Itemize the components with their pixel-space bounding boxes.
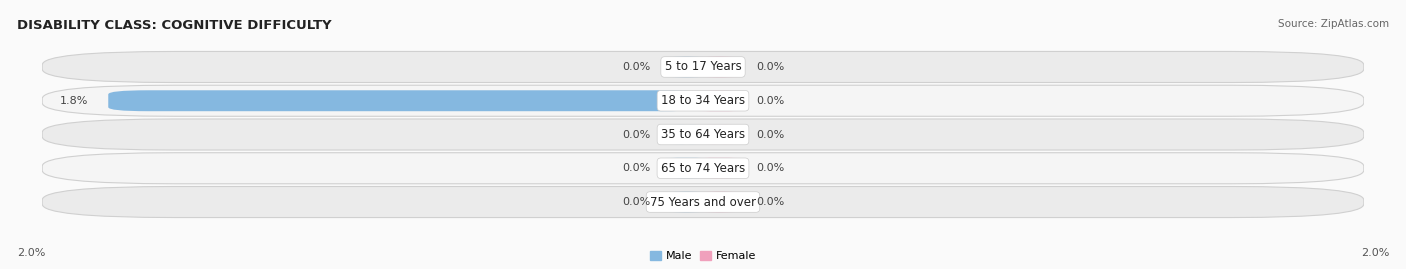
FancyBboxPatch shape xyxy=(42,119,1364,150)
FancyBboxPatch shape xyxy=(696,90,742,111)
FancyBboxPatch shape xyxy=(42,85,1364,116)
FancyBboxPatch shape xyxy=(42,186,1364,218)
FancyBboxPatch shape xyxy=(664,192,710,213)
Text: 0.0%: 0.0% xyxy=(756,163,785,173)
Text: 2.0%: 2.0% xyxy=(17,248,45,258)
Text: 65 to 74 Years: 65 to 74 Years xyxy=(661,162,745,175)
Text: 0.0%: 0.0% xyxy=(756,96,785,106)
Text: Source: ZipAtlas.com: Source: ZipAtlas.com xyxy=(1278,19,1389,29)
Text: 75 Years and over: 75 Years and over xyxy=(650,196,756,208)
Text: 0.0%: 0.0% xyxy=(621,197,650,207)
FancyBboxPatch shape xyxy=(42,153,1364,184)
Text: 0.0%: 0.0% xyxy=(756,197,785,207)
FancyBboxPatch shape xyxy=(108,90,703,111)
FancyBboxPatch shape xyxy=(664,158,710,179)
FancyBboxPatch shape xyxy=(696,124,742,145)
Text: 0.0%: 0.0% xyxy=(756,129,785,140)
Text: 35 to 64 Years: 35 to 64 Years xyxy=(661,128,745,141)
Text: DISABILITY CLASS: COGNITIVE DIFFICULTY: DISABILITY CLASS: COGNITIVE DIFFICULTY xyxy=(17,19,332,32)
Text: 0.0%: 0.0% xyxy=(621,163,650,173)
Text: 2.0%: 2.0% xyxy=(1361,248,1389,258)
Legend: Male, Female: Male, Female xyxy=(648,248,758,263)
FancyBboxPatch shape xyxy=(696,158,742,179)
Text: 18 to 34 Years: 18 to 34 Years xyxy=(661,94,745,107)
FancyBboxPatch shape xyxy=(696,192,742,213)
Text: 0.0%: 0.0% xyxy=(621,129,650,140)
Text: 5 to 17 Years: 5 to 17 Years xyxy=(665,61,741,73)
FancyBboxPatch shape xyxy=(42,51,1364,83)
Text: 0.0%: 0.0% xyxy=(756,62,785,72)
FancyBboxPatch shape xyxy=(664,124,710,145)
FancyBboxPatch shape xyxy=(664,56,710,77)
Text: 0.0%: 0.0% xyxy=(621,62,650,72)
FancyBboxPatch shape xyxy=(696,56,742,77)
Text: 1.8%: 1.8% xyxy=(60,96,89,106)
